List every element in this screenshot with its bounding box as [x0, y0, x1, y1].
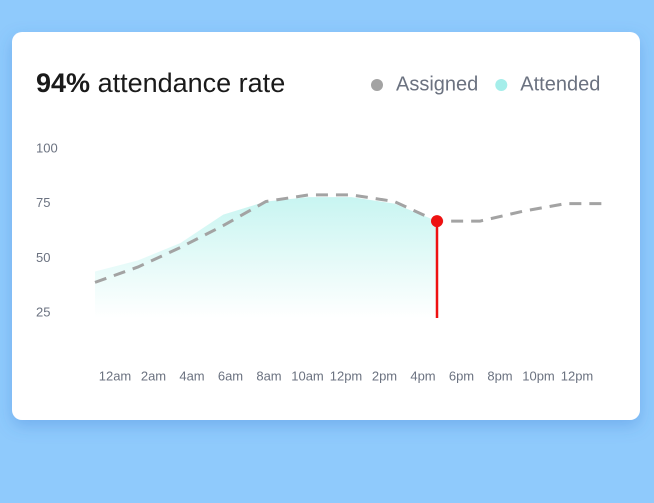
y-tick-label: 50: [36, 250, 50, 265]
y-tick-label: 25: [36, 304, 50, 319]
x-tick-label: 4pm: [410, 368, 435, 383]
x-tick-label: 2am: [141, 368, 166, 383]
marker-dot: [431, 215, 443, 228]
legend-label: Attended: [520, 73, 600, 95]
x-tick-label: 10pm: [522, 368, 555, 383]
chart-title: 94% attendance rate: [36, 68, 285, 98]
legend-label: Assigned: [396, 73, 478, 95]
x-tick-label: 8am: [256, 368, 281, 383]
legend-dot: [371, 79, 383, 91]
x-tick-label: 8pm: [487, 368, 512, 383]
x-tick-label: 12pm: [561, 368, 594, 383]
x-tick-label: 4am: [179, 368, 204, 383]
x-tick-label: 12pm: [330, 368, 363, 383]
title-value: 94%: [36, 68, 90, 98]
x-tick-label: 6am: [218, 368, 243, 383]
y-tick-label: 100: [36, 140, 58, 155]
x-tick-label: 6pm: [449, 368, 474, 383]
y-tick-label: 75: [36, 195, 50, 210]
attended-area: [95, 197, 437, 318]
x-tick-label: 10am: [291, 368, 324, 383]
x-tick-label: 2pm: [372, 368, 397, 383]
x-tick-label: 12am: [99, 368, 132, 383]
title-text: attendance rate: [98, 68, 286, 98]
legend-dot: [495, 79, 508, 91]
